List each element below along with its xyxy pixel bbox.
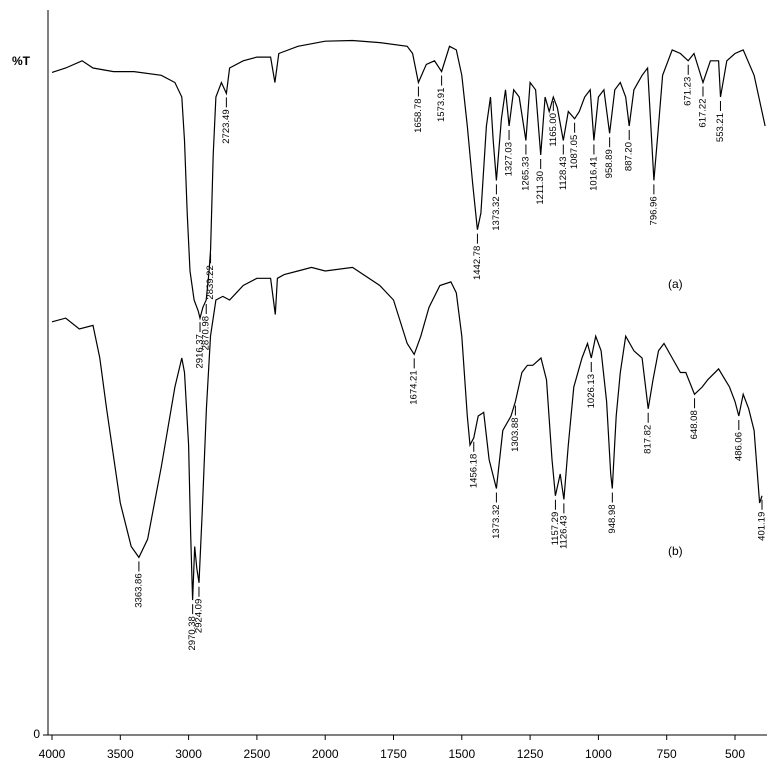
x-tick-label: 3000 <box>175 747 202 761</box>
x-tick-label: 1500 <box>448 747 475 761</box>
peak-label: 1658.78 <box>413 99 424 133</box>
peak-label: 1456.18 <box>468 454 479 488</box>
x-tick-label: 2500 <box>244 747 271 761</box>
x-tick-label: 500 <box>725 747 745 761</box>
peak-label: 2924.09 <box>193 599 204 633</box>
peak-label: 796.96 <box>648 196 659 225</box>
peak-label: 1211.30 <box>535 171 546 205</box>
peak-label: 648.08 <box>689 410 700 439</box>
x-tick-label: 1000 <box>585 747 612 761</box>
peak-label: 1303.88 <box>510 418 521 452</box>
peak-label: 671.23 <box>683 77 694 106</box>
peak-label: 486.06 <box>733 432 744 461</box>
y-axis-label: %T <box>12 54 31 68</box>
peak-label: 1674.21 <box>409 370 420 404</box>
series-label: (a) <box>668 277 683 291</box>
peak-label: 2870.98 <box>201 316 212 350</box>
peak-label: 1573.91 <box>436 88 447 122</box>
peak-label: 1128.43 <box>558 157 569 191</box>
peak-label: 2839.22 <box>205 265 216 299</box>
peak-label: 1373.32 <box>491 196 502 230</box>
peak-label: 1087.05 <box>569 135 580 169</box>
y-tick-label: 0 <box>33 727 40 741</box>
peak-label: 1373.32 <box>491 504 502 538</box>
peak-label: 1016.41 <box>588 157 599 191</box>
peak-label: 3363.86 <box>133 573 144 607</box>
peak-label: 1265.33 <box>520 157 531 191</box>
x-tick-label: 750 <box>657 747 677 761</box>
spectrum-line <box>51 39 766 321</box>
x-tick-label: 1250 <box>517 747 544 761</box>
peak-label: 1157.29 <box>550 512 561 546</box>
peak-label: 553.21 <box>715 113 726 142</box>
peak-label: 617.22 <box>697 99 708 128</box>
peak-label: 2723.49 <box>221 109 232 143</box>
peak-label: 1126.43 <box>558 515 569 549</box>
spectrum-line <box>51 266 763 601</box>
peak-label: 817.82 <box>643 425 654 454</box>
peak-label: 1165.00 <box>548 113 559 147</box>
x-tick-label: 4000 <box>39 747 66 761</box>
x-tick-label: 3500 <box>107 747 134 761</box>
x-tick-label: 2000 <box>312 747 339 761</box>
series-label: (b) <box>668 544 683 558</box>
peak-label: 2916.37 <box>195 334 206 368</box>
peak-label: 1327.03 <box>504 142 515 176</box>
x-tick-label: 1750 <box>380 747 407 761</box>
peak-label: 887.20 <box>624 142 635 171</box>
peak-label: 948.98 <box>607 505 618 534</box>
peak-label: 2970.38 <box>187 616 198 650</box>
peak-label: 1026.13 <box>586 374 597 408</box>
peak-label: 958.89 <box>604 149 615 178</box>
peak-label: 1442.78 <box>472 246 483 280</box>
peak-label: 401.19 <box>757 512 768 541</box>
